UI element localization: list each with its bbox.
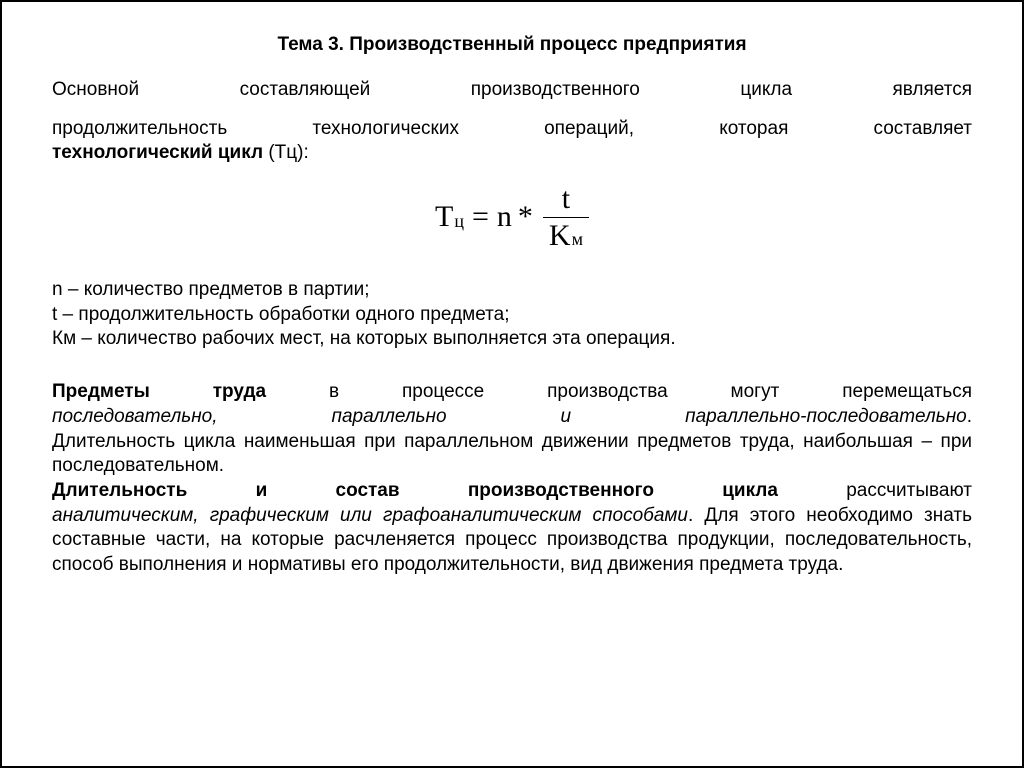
term-labor-objects: Предметы труда	[52, 381, 329, 402]
para-4-rest: аналитическим, графическим или графоанал…	[52, 504, 972, 578]
intro-line-1: Основной составляющей производственного …	[52, 78, 972, 103]
text: (Тц):	[263, 142, 309, 163]
text: Предметы труда	[52, 381, 266, 402]
text: продолжительность	[52, 118, 227, 139]
text: цикла	[722, 480, 778, 501]
subscript-ts: ц	[454, 211, 464, 232]
text: и	[561, 406, 572, 427]
text: производственного	[471, 79, 640, 100]
subscript-m: м	[572, 230, 583, 249]
formula-tc: T ц = n * t K м	[52, 174, 972, 260]
text: Основной	[52, 79, 139, 100]
numerator: t	[556, 183, 576, 217]
text: параллельно-последовательно	[685, 406, 967, 427]
text: составляет	[874, 118, 973, 139]
document-page: Тема 3. Производственный процесс предпри…	[0, 0, 1024, 768]
formula-lhs: T ц	[435, 200, 464, 234]
text: производства	[547, 381, 668, 402]
para-3-line-1: Предметы труда в процессе производства м…	[52, 380, 972, 405]
text: могут	[731, 381, 780, 402]
text: составляющей	[240, 79, 371, 100]
definition-km: Км – количество рабочих мест, на которых…	[52, 327, 972, 352]
text: состав	[336, 480, 400, 501]
text: в	[329, 381, 339, 402]
text: цикла	[740, 79, 792, 100]
symbol-K: K	[549, 220, 571, 252]
para-3-rest: Длительность цикла наименьшая при паралл…	[52, 430, 972, 479]
definition-n: n – количество предметов в партии;	[52, 278, 972, 303]
text: производственного	[468, 480, 654, 501]
intro-line-2: продолжительность технологических операц…	[52, 117, 972, 142]
text: процессе	[402, 381, 484, 402]
text: и	[256, 480, 268, 501]
text: параллельно-последовательно.	[685, 406, 972, 427]
symbol-T: T	[435, 200, 453, 234]
para-3-line-2: последовательно, параллельно и параллель…	[52, 405, 972, 430]
text: перемещаться	[842, 381, 972, 402]
methods-list: аналитическим, графическим или графоанал…	[52, 505, 688, 526]
symbol-n: n	[497, 200, 512, 234]
definitions-list: n – количество предметов в партии; t – п…	[52, 278, 972, 352]
denominator: K м	[543, 217, 589, 252]
text: рассчитывают	[846, 480, 972, 501]
text: последовательно,	[52, 406, 218, 427]
para-4-line-1: Длительность и состав производственного …	[52, 479, 972, 504]
text: технологических	[312, 118, 459, 139]
intro-line-3: технологический цикл (Тц):	[52, 141, 972, 166]
text: которая	[719, 118, 788, 139]
text: операций,	[544, 118, 634, 139]
page-title: Тема 3. Производственный процесс предпри…	[52, 34, 972, 56]
text: является	[892, 79, 972, 100]
multiply-sign: *	[518, 200, 533, 234]
equals-sign: =	[472, 200, 489, 234]
text: .	[967, 406, 972, 427]
fraction: t K м	[543, 183, 589, 251]
term-technological-cycle: технологический цикл	[52, 142, 263, 163]
text: параллельно	[332, 406, 447, 427]
definition-t: t – продолжительность обработки одного п…	[52, 303, 972, 328]
text: Длительность	[52, 480, 187, 501]
